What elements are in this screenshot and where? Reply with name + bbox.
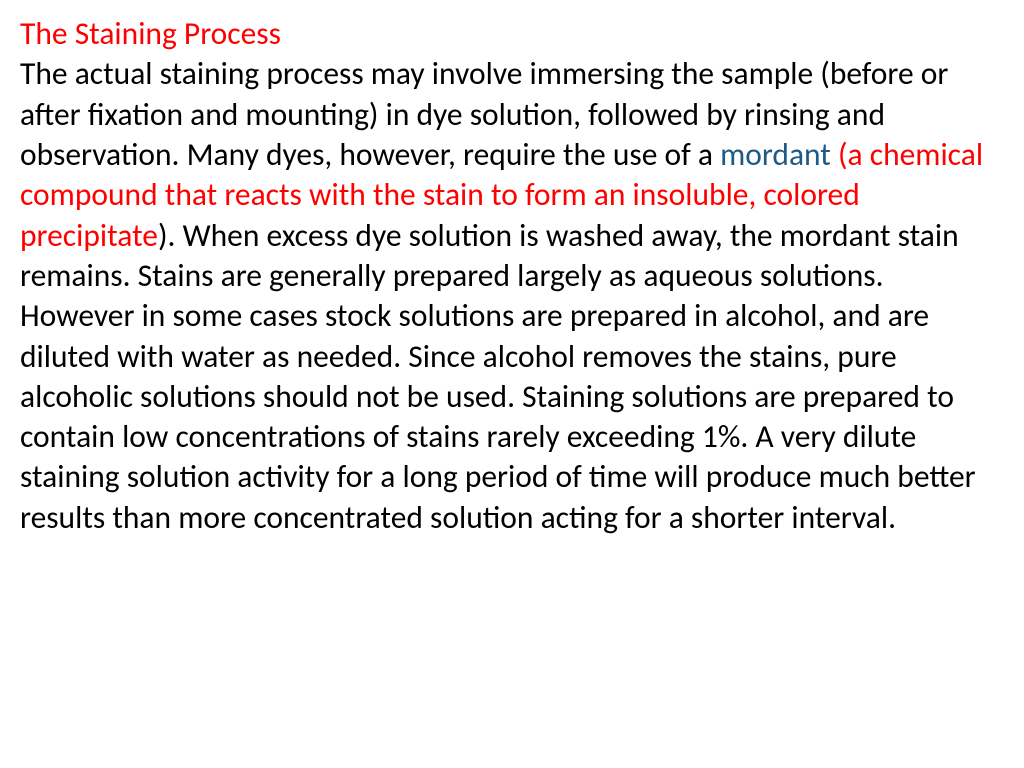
section-heading: The Staining Process <box>20 15 281 53</box>
document-content: The Staining Process The actual staining… <box>20 14 1004 538</box>
body-text-part2: ). When excess dye solution is washed aw… <box>20 217 976 537</box>
mordant-term: mordant <box>720 136 838 174</box>
